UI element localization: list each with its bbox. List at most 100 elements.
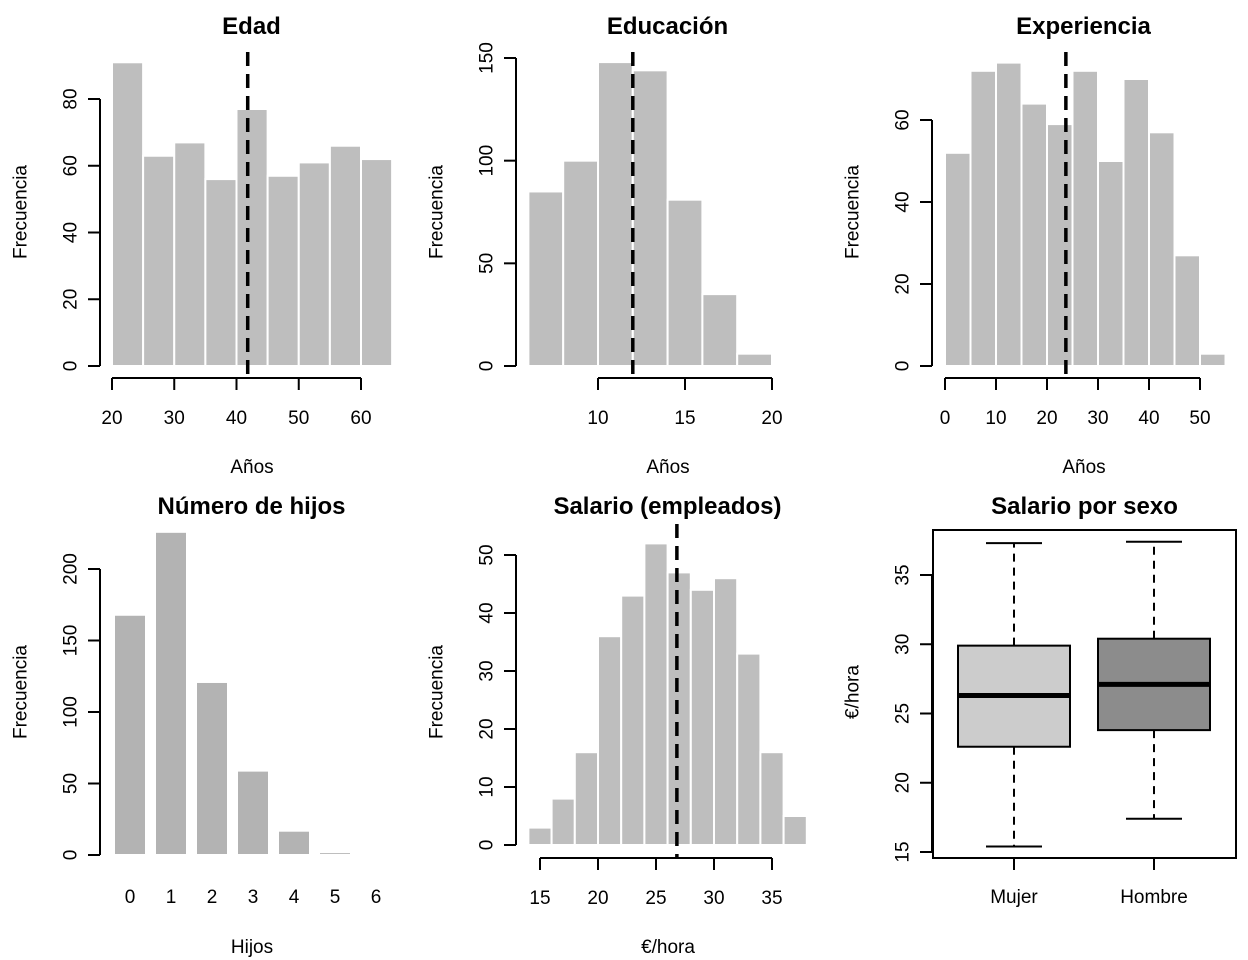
count-bar (318, 851, 352, 857)
histogram-bar (689, 588, 715, 846)
box-mujer (957, 542, 1071, 848)
histogram-bar (944, 151, 972, 367)
histogram-bar (1020, 102, 1048, 367)
x-tick-label: 0 (125, 887, 136, 908)
panel-salario: Salario (empleados) Frecuencia €/hora 0 10 20… (427, 493, 808, 958)
y-tick-label: 0 (61, 850, 82, 861)
x-tick-label: 20 (1036, 408, 1057, 429)
chart-title: Educación (607, 13, 728, 40)
histogram-bar (666, 198, 704, 367)
x-tick-label: 0 (940, 408, 951, 429)
y-tick-label: 100 (61, 696, 82, 728)
x-axis-label: Años (1062, 457, 1105, 478)
chart-title: Salario por sexo (991, 493, 1178, 520)
panel-educacion: Educación Frecuencia Años 0 50 100 150 10 15 20 (427, 13, 808, 478)
histogram-bar (550, 797, 576, 846)
x-tick-label: 30 (164, 408, 185, 429)
x-axis-label: €/hora (641, 937, 695, 958)
y-tick-label: 25 (893, 703, 914, 724)
y-tick-label: 50 (477, 544, 498, 565)
y-axis-label: Frecuencia (427, 165, 448, 259)
histogram-bar (204, 178, 238, 367)
histogram-bar (1046, 123, 1074, 367)
panel-salario_sexo: Salario por sexo €/hora 15 20 25 30 35 Mujer Hom… (843, 493, 1237, 908)
x-tick-label: 3 (248, 887, 259, 908)
x-tick-label: 6 (371, 887, 382, 908)
histogram-bar (297, 161, 331, 367)
count-bar (154, 530, 188, 856)
y-tick-label: 40 (61, 222, 82, 243)
y-tick-label: 80 (61, 88, 82, 109)
histogram-bar (701, 293, 739, 367)
y-tick-label: 150 (477, 42, 498, 74)
x-axis-label: Años (646, 457, 689, 478)
histogram-bar (1173, 254, 1201, 367)
chart-title: Salario (empleados) (553, 493, 781, 520)
x-axis-label: Años (230, 457, 273, 478)
histogram-bar (1122, 78, 1150, 367)
count-bar (236, 769, 270, 857)
y-tick-label: 60 (893, 109, 914, 130)
histogram-bar (597, 635, 623, 847)
x-tick-label: 30 (703, 888, 724, 909)
histogram-bar (643, 542, 669, 847)
histogram-bar (666, 571, 692, 847)
panel-hijos: Número de hijosFrecuenciaHijos0501001502… (11, 493, 382, 958)
x-tick-label: 50 (1189, 408, 1210, 429)
x-tick-label: 5 (330, 887, 341, 908)
box-hombre (1097, 540, 1211, 820)
y-tick-label: 40 (477, 602, 498, 623)
x-tick-label: 40 (226, 408, 247, 429)
y-tick-label: 30 (477, 660, 498, 681)
chart-title: Edad (222, 13, 281, 40)
y-tick-label: 150 (61, 625, 82, 657)
y-tick-label: 10 (477, 776, 498, 797)
histogram-bar (173, 141, 207, 367)
histogram-bar (562, 159, 600, 367)
y-axis-label: Frecuencia (11, 645, 32, 739)
y-tick-label: 200 (61, 553, 82, 585)
histogram-bar (328, 144, 362, 367)
y-tick-label: 20 (477, 718, 498, 739)
y-tick-label: 20 (893, 273, 914, 294)
x-tick-label: 35 (761, 888, 782, 909)
histogram-bar (1097, 160, 1125, 367)
y-axis-label: Frecuencia (11, 165, 32, 259)
y-tick-label: 20 (893, 772, 914, 793)
histogram-bar (1199, 352, 1227, 368)
y-tick-label: 0 (893, 361, 914, 372)
x-tick-label: Mujer (990, 887, 1038, 908)
x-tick-label: 60 (350, 408, 371, 429)
x-tick-label: 4 (289, 887, 300, 908)
histogram-bar (597, 61, 634, 368)
histogram-bar (360, 158, 394, 367)
histogram-bar (266, 174, 300, 367)
x-tick-label: 20 (587, 888, 608, 909)
x-tick-label: 50 (288, 408, 309, 429)
panel-edad: Edad Frecuencia Años 0 20 40 60 80 20 30 40 50 60 (11, 13, 394, 478)
histogram-bar (527, 826, 553, 846)
y-tick-label: 60 (61, 155, 82, 176)
x-tick-label: 30 (1087, 408, 1108, 429)
chart-title: Experiencia (1016, 13, 1151, 40)
histogram-bar (995, 61, 1023, 367)
histogram-bar (713, 577, 739, 846)
x-axis-label: Hijos (231, 937, 273, 958)
y-tick-label: 50 (61, 773, 82, 794)
histogram-bar (235, 108, 269, 367)
histogram-bar (782, 815, 808, 846)
histogram-bar (736, 352, 774, 367)
histogram-bar (736, 652, 762, 846)
y-axis-label: Frecuencia (843, 165, 864, 259)
count-bar (195, 680, 229, 856)
histogram-bar (1071, 69, 1099, 368)
histogram-bar (142, 154, 176, 367)
count-bar (113, 613, 147, 857)
x-tick-label: 20 (101, 408, 122, 429)
histogram-bar (620, 594, 646, 846)
x-tick-label: 20 (761, 408, 782, 429)
histogram-bar (759, 751, 785, 847)
y-axis-label: Frecuencia (427, 645, 448, 739)
count-bar (277, 829, 311, 857)
